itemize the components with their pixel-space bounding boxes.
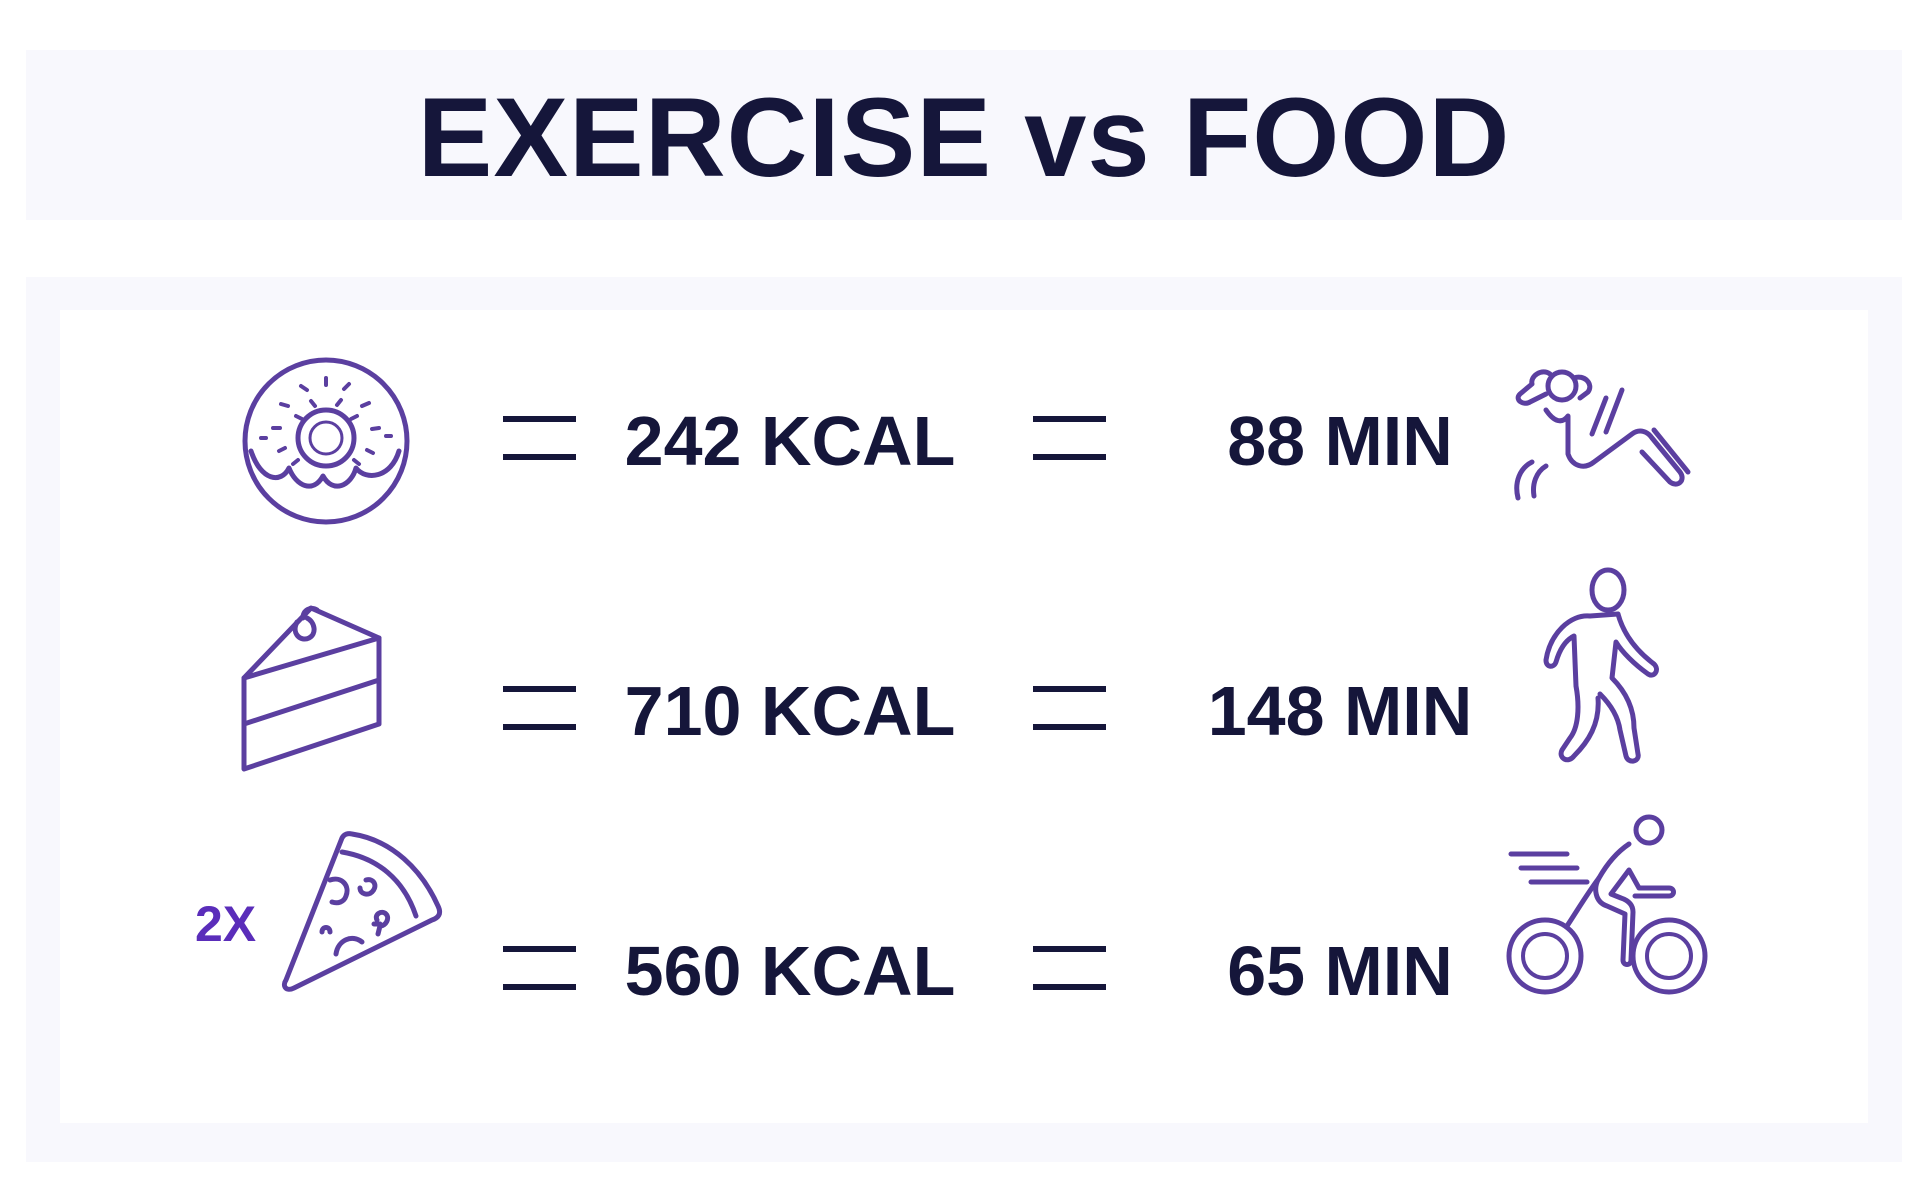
minutes-value: 88 MIN <box>1227 402 1453 480</box>
comparison-row-donut: 242 KCAL 88 MIN <box>60 338 1868 538</box>
kcal-value: 710 KCAL <box>624 672 956 750</box>
multiplier-badge: 2X <box>195 896 257 952</box>
comparison-row-cake: 710 KCAL 148 MIN <box>60 567 1868 798</box>
equals-sign <box>1033 416 1106 460</box>
minutes-value: 148 MIN <box>1207 672 1473 750</box>
comparison-panel: 242 KCAL 88 MIN <box>60 310 1868 1123</box>
page-title: EXERCISE vs FOOD <box>417 75 1511 200</box>
equals-sign <box>1033 686 1106 730</box>
kcal-value: 242 KCAL <box>624 402 956 480</box>
kcal-value: 560 KCAL <box>624 932 956 1010</box>
cake-slice-icon <box>241 594 401 774</box>
pizza-slice-icon <box>281 830 452 1000</box>
title-band: EXERCISE vs FOOD <box>26 50 1902 220</box>
donut-icon <box>241 356 411 526</box>
equals-sign <box>503 416 576 460</box>
minutes-value: 65 MIN <box>1227 932 1453 1010</box>
sit-ups-icon <box>1502 362 1702 512</box>
equals-sign <box>503 686 576 730</box>
walking-icon <box>1530 567 1670 778</box>
equals-sign <box>503 946 576 990</box>
cycling-icon <box>1506 814 1708 995</box>
equals-sign <box>1033 946 1106 990</box>
comparison-frame: 242 KCAL 88 MIN <box>26 277 1902 1162</box>
comparison-row-pizza: 2X 560 KCAL 65 MIN <box>60 814 1868 1058</box>
